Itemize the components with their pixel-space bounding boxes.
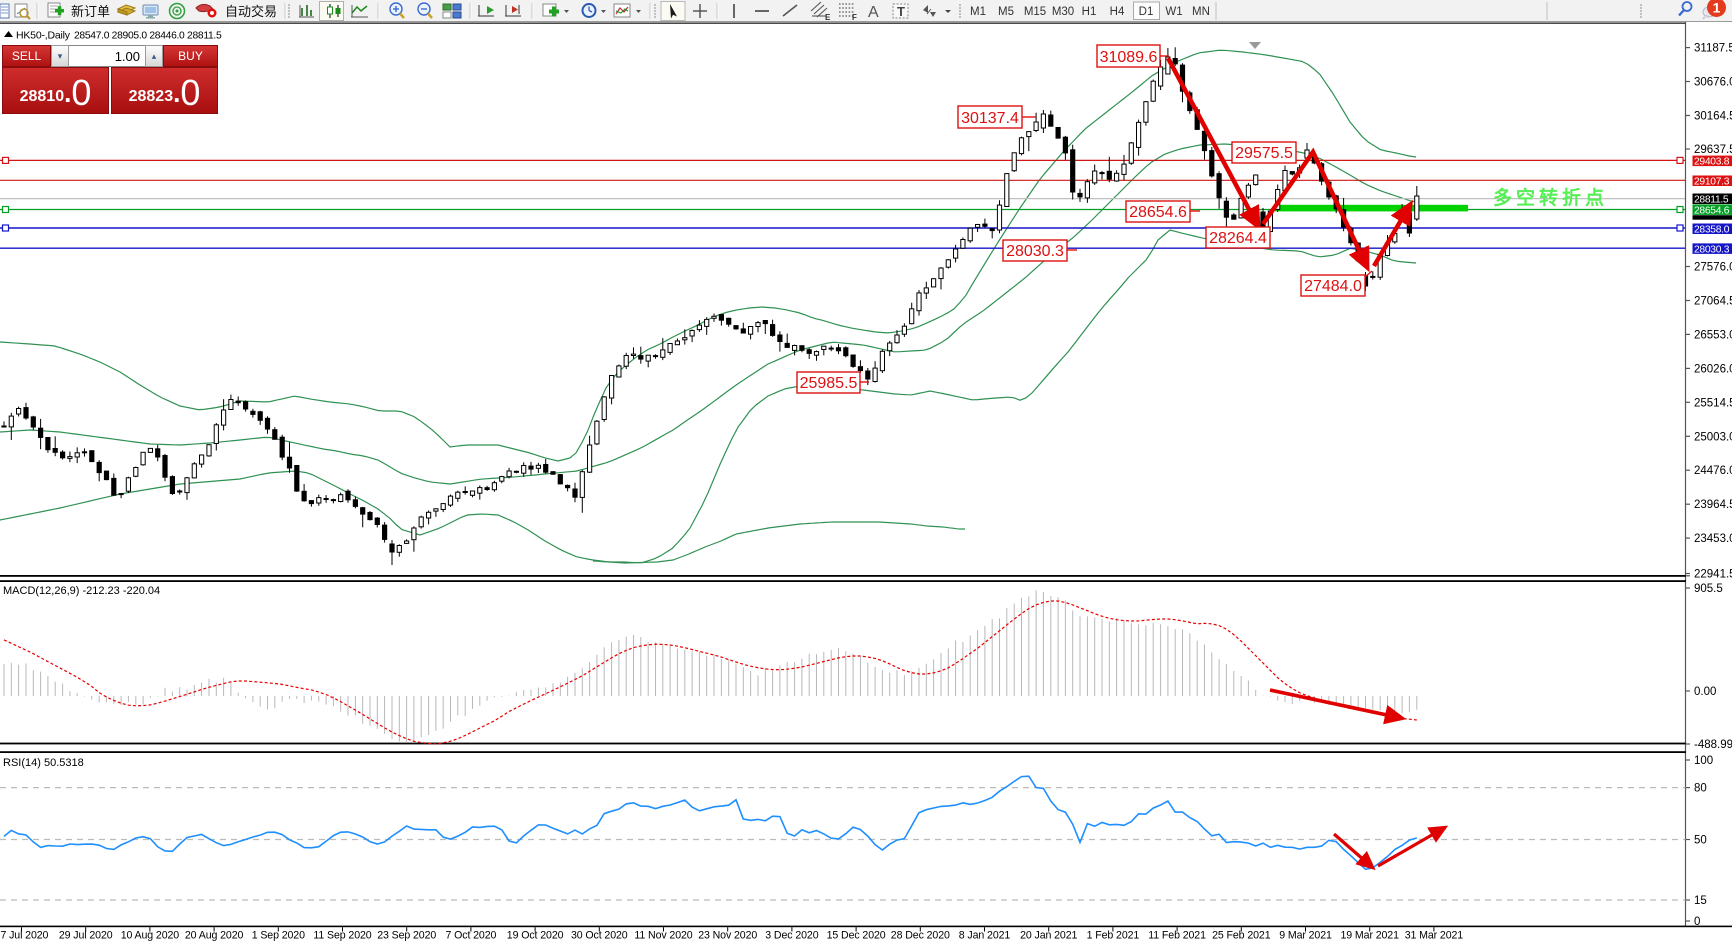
svg-text:8 Jan 2021: 8 Jan 2021 [959, 930, 1011, 942]
svg-text:30164.5: 30164.5 [1694, 111, 1732, 123]
svg-text:28654.6: 28654.6 [1129, 204, 1187, 221]
svg-text:25003.0: 25003.0 [1694, 431, 1732, 443]
svg-text:M15: M15 [1024, 6, 1046, 18]
svg-text:1 Feb 2021: 1 Feb 2021 [1087, 930, 1140, 942]
svg-text:T: T [897, 4, 905, 19]
svg-text:11 Feb 2021: 11 Feb 2021 [1148, 930, 1206, 942]
svg-text:25 Feb 2021: 25 Feb 2021 [1212, 930, 1271, 942]
svg-text:11 Sep 2020: 11 Sep 2020 [313, 930, 371, 942]
svg-text:31 Mar 2021: 31 Mar 2021 [1405, 930, 1464, 942]
svg-text:新订单: 新订单 [71, 4, 110, 19]
svg-text:0: 0 [1694, 916, 1700, 928]
svg-text:W1: W1 [1165, 6, 1182, 18]
svg-text:28030.3: 28030.3 [1694, 244, 1730, 255]
svg-text:HK50-,Daily: HK50-,Daily [16, 30, 71, 42]
svg-text:H1: H1 [1082, 6, 1097, 18]
svg-text:0.00: 0.00 [1694, 686, 1716, 698]
svg-text:23 Nov 2020: 23 Nov 2020 [698, 930, 757, 942]
svg-text:29403.8: 29403.8 [1694, 157, 1730, 168]
svg-text:27576.0: 27576.0 [1694, 262, 1732, 274]
svg-text:23453.0: 23453.0 [1694, 533, 1732, 545]
svg-text:26026.0: 26026.0 [1694, 363, 1732, 375]
svg-text:29637.5: 29637.5 [1694, 144, 1732, 156]
svg-text:9 Mar 2021: 9 Mar 2021 [1279, 930, 1332, 942]
svg-text:3 Dec 2020: 3 Dec 2020 [765, 930, 818, 942]
svg-text:28547.0 28905.0 28446.0 28811.: 28547.0 28905.0 28446.0 28811.5 [74, 31, 222, 42]
svg-text:E: E [825, 13, 831, 22]
svg-text:RSI(14) 50.5318: RSI(14) 50.5318 [3, 757, 84, 769]
svg-text:29 Jul 2020: 29 Jul 2020 [59, 930, 113, 942]
svg-text:1 Sep 2020: 1 Sep 2020 [252, 930, 305, 942]
svg-text:-488.99: -488.99 [1694, 739, 1732, 751]
svg-text:100: 100 [1694, 755, 1713, 767]
svg-text:MACD(12,26,9) -212.23 -220.04: MACD(12,26,9) -212.23 -220.04 [3, 585, 160, 597]
svg-text:15: 15 [1694, 895, 1707, 907]
svg-text:19 Mar 2021: 19 Mar 2021 [1341, 930, 1400, 942]
svg-text:M1: M1 [970, 6, 986, 18]
svg-text:1: 1 [1713, 0, 1721, 16]
svg-text:M5: M5 [998, 6, 1014, 18]
svg-text:28030.3: 28030.3 [1006, 243, 1064, 260]
svg-text:D1: D1 [1139, 6, 1154, 18]
svg-text:28811.5: 28811.5 [1694, 195, 1729, 206]
svg-text:26553.0: 26553.0 [1694, 329, 1732, 341]
svg-text:50: 50 [1694, 835, 1707, 847]
svg-text:905.5: 905.5 [1694, 583, 1723, 595]
svg-text:25985.5: 25985.5 [800, 375, 858, 392]
svg-text:29107.3: 29107.3 [1694, 177, 1730, 188]
svg-text:27064.5: 27064.5 [1694, 296, 1732, 308]
svg-text:A: A [868, 4, 879, 21]
svg-text:23 Sep 2020: 23 Sep 2020 [377, 930, 436, 942]
svg-text:28358.0: 28358.0 [1694, 225, 1730, 236]
svg-text:多空转折点: 多空转折点 [1493, 186, 1608, 209]
svg-text:15 Dec 2020: 15 Dec 2020 [827, 930, 886, 942]
svg-text:23964.5: 23964.5 [1694, 499, 1732, 511]
svg-text:30137.4: 30137.4 [961, 110, 1019, 127]
svg-text:28654.6: 28654.6 [1694, 205, 1730, 216]
svg-text:30676.0: 30676.0 [1694, 77, 1732, 89]
svg-text:自动交易: 自动交易 [225, 4, 277, 19]
svg-text:30 Oct 2020: 30 Oct 2020 [571, 930, 628, 942]
svg-text:28 Dec 2020: 28 Dec 2020 [891, 930, 950, 942]
svg-text:F: F [852, 13, 857, 22]
svg-text:20 Aug 2020: 20 Aug 2020 [185, 930, 244, 942]
svg-text:24476.0: 24476.0 [1694, 465, 1732, 477]
svg-text:11 Nov 2020: 11 Nov 2020 [634, 930, 692, 942]
svg-text:20 Jan 2021: 20 Jan 2021 [1020, 930, 1077, 942]
svg-text:M30: M30 [1052, 6, 1074, 18]
svg-text:7 Oct 2020: 7 Oct 2020 [445, 930, 496, 942]
svg-text:MN: MN [1192, 6, 1210, 18]
svg-text:10 Aug 2020: 10 Aug 2020 [121, 930, 180, 942]
svg-text:25514.5: 25514.5 [1694, 397, 1732, 409]
svg-text:28264.4: 28264.4 [1209, 230, 1267, 247]
svg-text:29575.5: 29575.5 [1235, 145, 1293, 162]
svg-text:17 Jul 2020: 17 Jul 2020 [0, 930, 49, 942]
svg-text:22941.5: 22941.5 [1694, 569, 1732, 581]
svg-text:H4: H4 [1110, 6, 1125, 18]
svg-text:31089.6: 31089.6 [1100, 49, 1158, 66]
svg-text:19 Oct 2020: 19 Oct 2020 [507, 930, 564, 942]
svg-text:80: 80 [1694, 783, 1707, 795]
svg-text:31187.5: 31187.5 [1694, 43, 1732, 55]
svg-text:27484.0: 27484.0 [1304, 278, 1362, 295]
